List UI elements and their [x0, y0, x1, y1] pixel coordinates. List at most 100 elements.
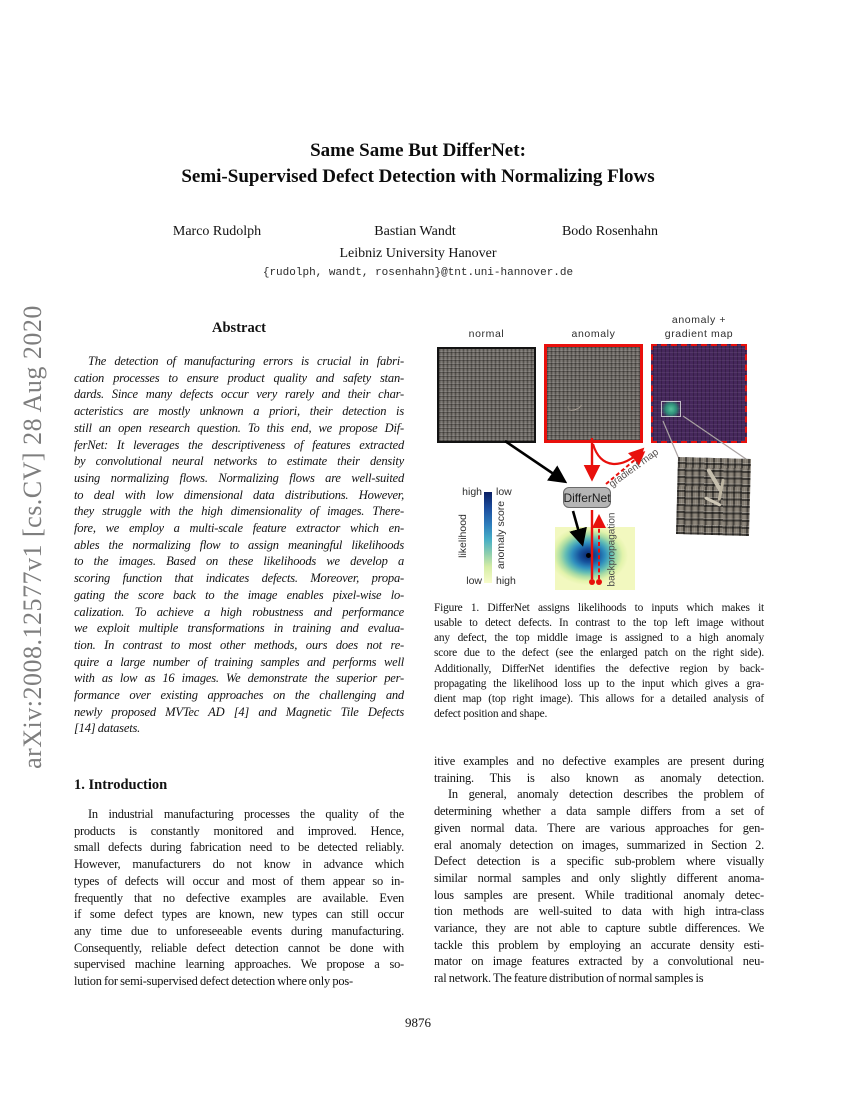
body-line: tion methods are well-suited to data wit… — [434, 904, 764, 919]
abstract-line: newly proposed MVTec AD [4] and Magnetic… — [74, 704, 404, 719]
abstract-line: The detection of manufacturing errors is… — [88, 354, 404, 368]
abstract-line: tion. In contrast to most other methods,… — [74, 637, 404, 652]
body-line: ral network. The feature distribution of… — [434, 971, 704, 986]
body-line: In general, anomaly detection describes … — [448, 787, 764, 802]
abstract-line: to deal with low dimensional data distri… — [74, 487, 404, 502]
gradient-map-arrow-label: gradient map — [607, 446, 661, 491]
abstract-line: by convolutional neural networks to esti… — [74, 454, 404, 469]
figure-image-label-gradient-map: anomaly + gradient map — [651, 313, 747, 341]
caption-line: Figure 1. DifferNet assigns likelihoods … — [434, 602, 764, 614]
paper-title-line1: Same Same But DifferNet: — [310, 140, 526, 161]
abstract-line: ferNet: It leverages the descriptiveness… — [74, 437, 404, 452]
body-line: given normal data. There are various app… — [434, 820, 764, 835]
figure-1: normal anomaly anomaly + gradient map — [434, 310, 766, 602]
introduction-line: products is constantly monitored and imp… — [74, 823, 404, 838]
abstract-paragraph: The detection of manufacturing errors is… — [74, 353, 404, 737]
caption-line: usable to detect defects. In contrast to… — [434, 617, 764, 630]
differnet-model-box: DifferNet — [563, 487, 611, 508]
author-3: Bodo Rosenhahn — [561, 224, 659, 239]
caption-line: propagating the likelihood loss up to th… — [434, 677, 764, 690]
introduction-line: if some defect types are known, new type… — [74, 907, 404, 922]
section-heading-introduction: 1. Introduction — [74, 777, 168, 793]
paper-title: Same Same But DifferNet: Semi-Supervised… — [74, 138, 762, 190]
introduction-line: small defects during fabrication need to… — [74, 840, 404, 855]
introduction-line: In industrial manufacturing processes th… — [88, 807, 404, 821]
body-line: lous samples are present. While traditio… — [434, 887, 764, 902]
body-line: tackle this problem by employing an accu… — [434, 937, 764, 952]
highlighted-defect-region — [661, 401, 681, 417]
figure-image-label-gradient-map-line2: gradient map — [664, 328, 734, 340]
likelihood-axis-label: likelihood — [457, 514, 469, 558]
enlarged-defect-patch — [676, 457, 751, 536]
email-line: {rudolph, wandt, rosenhahn}@tnt.uni-hann… — [262, 267, 574, 279]
right-column-text: itive examples and no defective examples… — [434, 753, 764, 987]
page-number: 9876 — [405, 1015, 431, 1030]
abstract-line: formance over existing approaches on the… — [74, 688, 404, 703]
abstract-line: quire a large number of training samples… — [74, 654, 404, 669]
body-line: eral anomaly detection on images, summar… — [434, 837, 764, 852]
abstract-line: we exploit multiple transformations in t… — [74, 621, 404, 636]
backpropagation-arrow-label: backpropagation — [606, 512, 618, 587]
author-1: Marco Rudolph — [172, 224, 262, 239]
abstract-line: dards. Since many defects occur very rar… — [74, 387, 404, 402]
anomaly-score-axis-label: anomaly score — [495, 500, 507, 570]
abstract-line: using normalizing flows. Normalizing flo… — [74, 470, 404, 485]
colorbar-bottom-right-label: high — [496, 575, 516, 587]
introduction-paragraph: In industrial manufacturing processes th… — [74, 806, 404, 990]
gradient-map-image — [651, 344, 747, 443]
introduction-line: frequently that no defective examples ar… — [74, 890, 404, 905]
anomaly-sample-image — [544, 344, 643, 443]
abstract-line: cation processes to ensure product quali… — [74, 370, 404, 385]
caption-line: defect position and shape. — [434, 708, 548, 721]
caption-line: Additionally, DifferNet identifies the d… — [434, 662, 764, 675]
colorbar-bottom-left-label: low — [466, 575, 482, 587]
abstract-line: [14] datasets. — [74, 721, 141, 736]
author-2: Bastian Wandt — [374, 224, 456, 239]
figure-image-label-normal: normal — [468, 328, 505, 340]
figure-image-label-anomaly: anomaly — [571, 328, 616, 340]
figure-1-caption: Figure 1. DifferNet assigns likelihoods … — [434, 601, 764, 722]
introduction-line: Consequently, reliable defect detection … — [74, 940, 404, 955]
abstract-heading: Abstract — [212, 320, 266, 336]
abstract-line: acteristics are mostly unknown a priori,… — [74, 404, 404, 419]
abstract-line: fore, we employ a multi-scale feature ex… — [74, 521, 404, 536]
body-line: Defect detection is a specific sub-probl… — [434, 854, 764, 869]
body-line: determining whether a data sample differ… — [434, 804, 764, 819]
abstract-line: they struggle with the high dimensionali… — [74, 504, 404, 519]
body-line: itive examples and no defective examples… — [434, 754, 764, 768]
body-line: mator on image features extracted by a c… — [434, 954, 764, 969]
abstract-line: to the images. Based on these likelihood… — [74, 554, 404, 569]
abstract-line: still an open research question. To this… — [74, 420, 404, 435]
density-center-dot — [586, 553, 592, 559]
introduction-line: However, manufacturers do not know in ad… — [74, 857, 404, 872]
likelihood-density-map — [555, 527, 635, 590]
defect-thread — [717, 478, 725, 501]
likelihood-colorbar — [484, 492, 492, 583]
figure-image-label-gradient-map-line1: anomaly + — [671, 314, 727, 326]
colorbar-top-right-label: low — [496, 486, 512, 498]
abstract-line: scoring function that indicates defects.… — [74, 571, 404, 586]
body-line: training. This is also known as anomaly … — [434, 770, 764, 785]
body-line: variance, they are not able to capture s… — [434, 921, 764, 936]
introduction-line: types of defects will occur and most of … — [74, 873, 404, 888]
arxiv-watermark-text: arXiv:2008.12577v1 [cs.CV] 28 Aug 2020 — [18, 305, 48, 769]
affiliation: Leibniz University Hanover — [339, 246, 497, 261]
body-line: similar normal samples and only slightly… — [434, 870, 764, 885]
normal-to-differnet-arrow — [504, 439, 568, 484]
introduction-line: supervised machine learning approaches. … — [74, 957, 404, 972]
right-paragraph-2: In general, anomaly detection describes … — [434, 786, 764, 986]
abstract-line: gating the score back to the image enabl… — [74, 587, 404, 602]
right-paragraph-1: itive examples and no defective examples… — [434, 753, 764, 786]
colorbar-top-left-label: high — [462, 486, 482, 498]
paper-title-line2: Semi-Supervised Defect Detection with No… — [181, 166, 655, 187]
arxiv-watermark: arXiv:2008.12577v1 [cs.CV] 28 Aug 2020 — [8, 0, 58, 1074]
introduction-line: lution for semi-supervised defect detect… — [74, 974, 353, 989]
caption-line: dient map (top right image). This allows… — [434, 692, 764, 705]
fabric-defect-mark — [566, 397, 585, 413]
abstract-line: ables the normalizing flow to assign mea… — [74, 537, 404, 552]
caption-line: score due to the defect (see the enlarge… — [434, 647, 764, 660]
normal-sample-image — [437, 347, 536, 443]
abstract-line: with as low as 16 images. We demonstrate… — [74, 671, 404, 686]
introduction-line: any time due to unforeseeable events dur… — [74, 923, 404, 938]
